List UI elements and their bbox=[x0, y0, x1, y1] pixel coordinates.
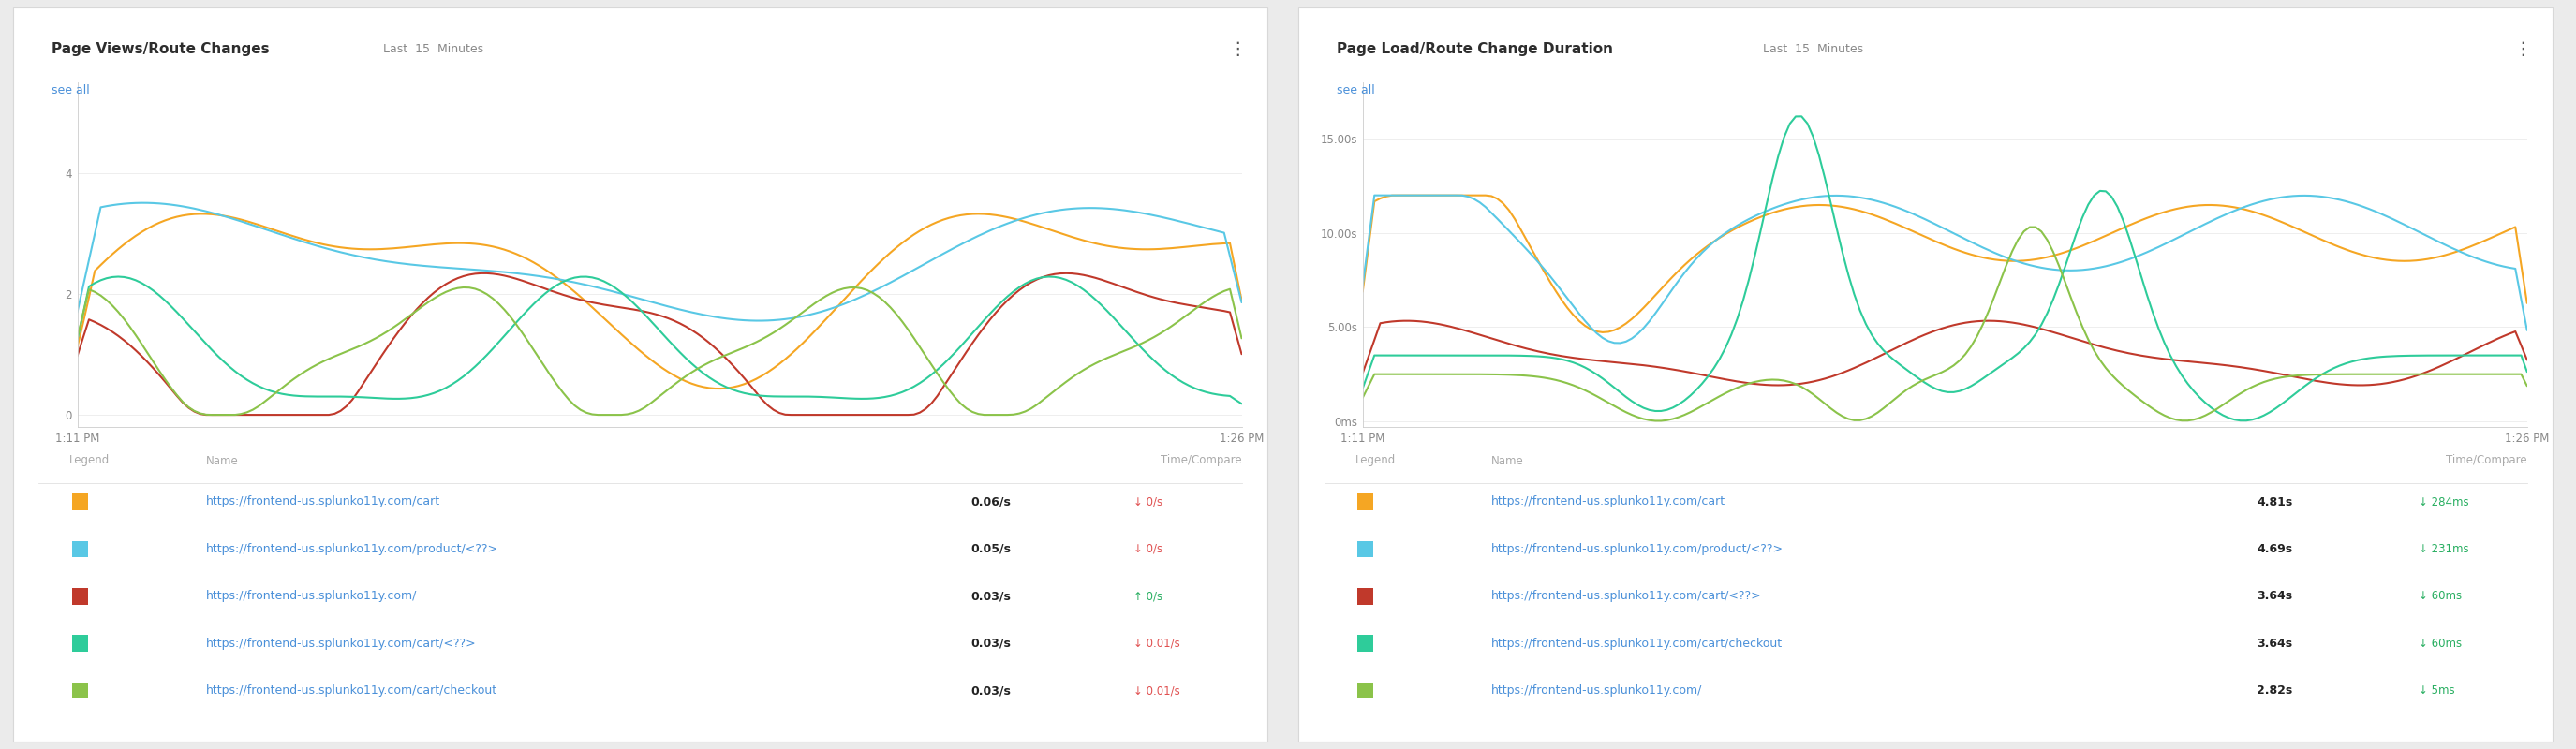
Text: see all: see all bbox=[1337, 84, 1376, 96]
Text: ↓ 231ms: ↓ 231ms bbox=[2419, 543, 2468, 555]
Text: ↓ 5ms: ↓ 5ms bbox=[2419, 685, 2455, 697]
Text: ↓ 0.01/s: ↓ 0.01/s bbox=[1133, 637, 1180, 649]
Text: Legend: Legend bbox=[1355, 455, 1396, 467]
Text: Legend: Legend bbox=[70, 455, 111, 467]
Text: 0.05/s: 0.05/s bbox=[971, 543, 1012, 555]
Text: Time/Compare: Time/Compare bbox=[1159, 455, 1242, 467]
Text: ↓ 60ms: ↓ 60ms bbox=[2419, 590, 2463, 602]
Text: https://frontend-us.splunko11y.com/product/<??>: https://frontend-us.splunko11y.com/produ… bbox=[1492, 543, 1783, 555]
Text: 0.03/s: 0.03/s bbox=[971, 637, 1012, 649]
Text: Name: Name bbox=[206, 455, 240, 467]
Text: https://frontend-us.splunko11y.com/cart/<??>: https://frontend-us.splunko11y.com/cart/… bbox=[1492, 590, 1762, 602]
Text: 2.82s: 2.82s bbox=[2257, 685, 2293, 697]
Text: https://frontend-us.splunko11y.com/: https://frontend-us.splunko11y.com/ bbox=[1492, 685, 1703, 697]
Text: Last  15  Minutes: Last 15 Minutes bbox=[384, 43, 484, 55]
Text: https://frontend-us.splunko11y.com/cart/<??>: https://frontend-us.splunko11y.com/cart/… bbox=[206, 637, 477, 649]
Text: Page Views/Route Changes: Page Views/Route Changes bbox=[52, 42, 270, 55]
Text: https://frontend-us.splunko11y.com/cart/checkout: https://frontend-us.splunko11y.com/cart/… bbox=[1492, 637, 1783, 649]
Text: Time/Compare: Time/Compare bbox=[2445, 455, 2527, 467]
Text: Page Load/Route Change Duration: Page Load/Route Change Duration bbox=[1337, 42, 1613, 55]
Text: https://frontend-us.splunko11y.com/cart: https://frontend-us.splunko11y.com/cart bbox=[206, 496, 440, 508]
Text: https://frontend-us.splunko11y.com/product/<??>: https://frontend-us.splunko11y.com/produ… bbox=[206, 543, 497, 555]
Text: 0.03/s: 0.03/s bbox=[971, 590, 1012, 602]
Text: ↓ 0/s: ↓ 0/s bbox=[1133, 496, 1162, 508]
Text: https://frontend-us.splunko11y.com/: https://frontend-us.splunko11y.com/ bbox=[206, 590, 417, 602]
Text: ⋮: ⋮ bbox=[1229, 40, 1247, 58]
Text: 3.64s: 3.64s bbox=[2257, 590, 2293, 602]
Text: 4.81s: 4.81s bbox=[2257, 496, 2293, 508]
Text: see all: see all bbox=[52, 84, 90, 96]
Text: 4.69s: 4.69s bbox=[2257, 543, 2293, 555]
Text: 0.06/s: 0.06/s bbox=[971, 496, 1012, 508]
Text: https://frontend-us.splunko11y.com/cart: https://frontend-us.splunko11y.com/cart bbox=[1492, 496, 1726, 508]
Text: ↓ 60ms: ↓ 60ms bbox=[2419, 637, 2463, 649]
Text: Name: Name bbox=[1492, 455, 1525, 467]
Text: ↓ 0/s: ↓ 0/s bbox=[1133, 543, 1162, 555]
Text: 3.64s: 3.64s bbox=[2257, 637, 2293, 649]
Text: ↑ 0/s: ↑ 0/s bbox=[1133, 590, 1162, 602]
Text: ⋮: ⋮ bbox=[2514, 40, 2532, 58]
Text: ↓ 284ms: ↓ 284ms bbox=[2419, 496, 2468, 508]
Text: https://frontend-us.splunko11y.com/cart/checkout: https://frontend-us.splunko11y.com/cart/… bbox=[206, 685, 497, 697]
Text: Last  15  Minutes: Last 15 Minutes bbox=[1762, 43, 1862, 55]
Text: 0.03/s: 0.03/s bbox=[971, 685, 1012, 697]
Text: ↓ 0.01/s: ↓ 0.01/s bbox=[1133, 685, 1180, 697]
